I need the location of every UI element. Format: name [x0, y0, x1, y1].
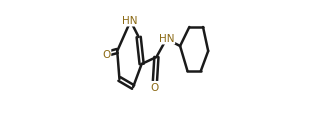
- Text: O: O: [151, 82, 159, 92]
- Text: O: O: [102, 50, 110, 60]
- Text: HN: HN: [122, 16, 138, 26]
- Text: HN: HN: [159, 34, 174, 44]
